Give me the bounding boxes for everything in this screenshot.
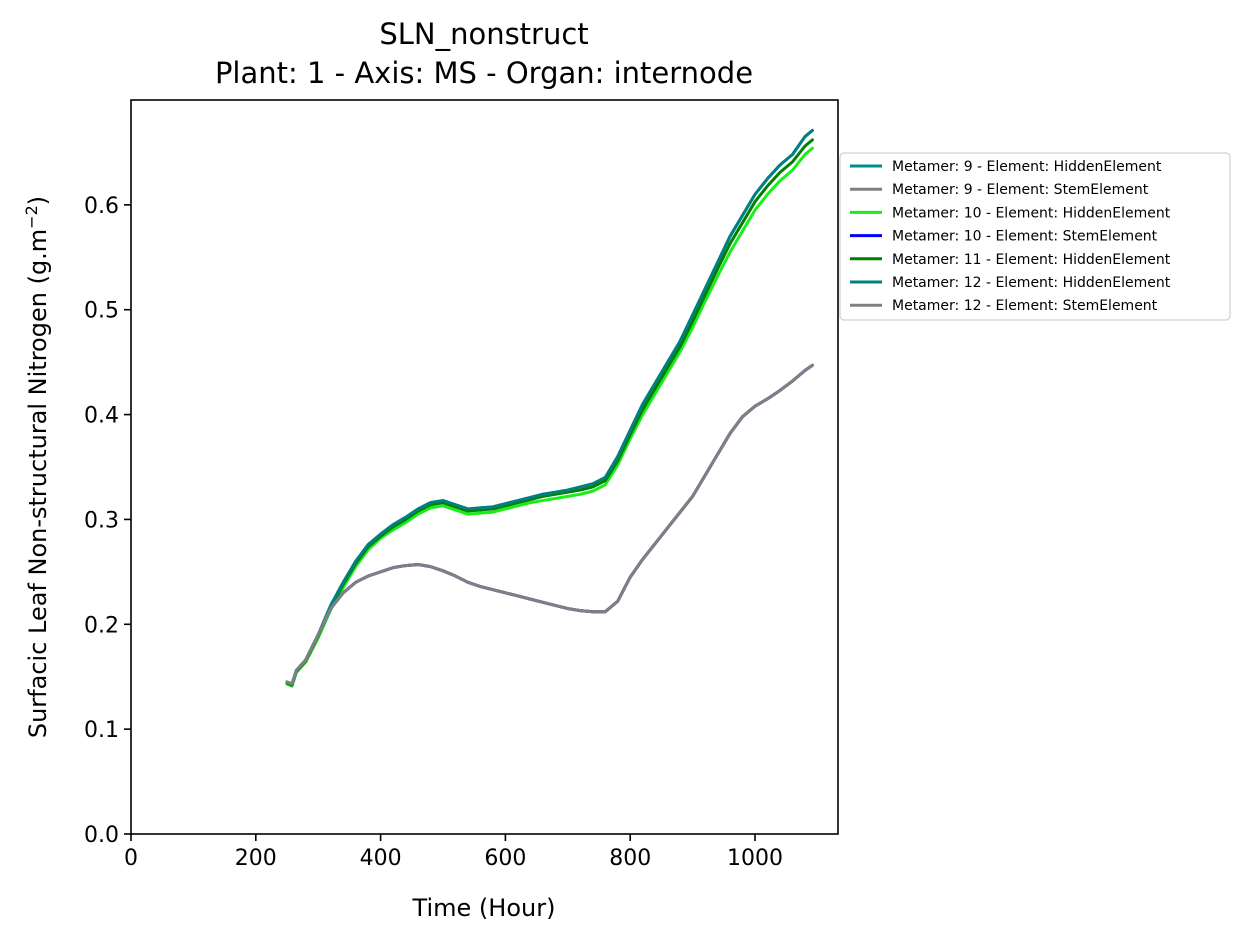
y-axis-label-close: ) — [24, 196, 52, 205]
series-line-1 — [285, 128, 814, 686]
plot-frame — [130, 99, 839, 835]
legend-label-3: Metamer: 10 - Element: HiddenElement — [892, 205, 1171, 221]
legend-label-2: Metamer: 9 - Element: StemElement — [892, 182, 1149, 198]
y-axis-label-superscript: −2 — [22, 205, 41, 229]
series-layer — [285, 128, 814, 688]
y-tick-label: 0.4 — [84, 404, 119, 429]
x-tick-label: 1000 — [727, 846, 783, 871]
x-tick-label: 0 — [124, 846, 138, 871]
y-tick-label: 0.2 — [84, 613, 119, 638]
series-line-3 — [285, 146, 814, 688]
series-line-2 — [285, 363, 814, 686]
y-tick-label: 0.6 — [84, 194, 119, 219]
legend: Metamer: 9 - Element: HiddenElement Metam… — [839, 152, 1231, 321]
legend-label-6: Metamer: 12 - Element: HiddenElement — [892, 275, 1171, 291]
chart-title: SLN_nonstruct — [379, 17, 588, 51]
series-line-7 — [285, 363, 814, 686]
y-tick-label: 0.5 — [84, 299, 119, 324]
legend-box — [839, 152, 1231, 321]
legend-items: Metamer: 9 - Element: HiddenElement Metam… — [850, 159, 1171, 314]
y-axis-label: Surfacic Leaf Non-structural Nitrogen (g… — [22, 196, 52, 738]
y-tick-label: 0.1 — [84, 718, 119, 743]
x-tick-label: 600 — [484, 846, 526, 871]
legend-label-4: Metamer: 10 - Element: StemElement — [892, 229, 1158, 245]
series-line-6 — [285, 128, 814, 686]
x-axis: 0 200 400 600 800 1000 — [124, 834, 783, 871]
legend-label-7: Metamer: 12 - Element: StemElement — [892, 298, 1158, 314]
chart-subtitle: Plant: 1 - Axis: MS - Organ: internode — [215, 56, 753, 90]
series-line-4 — [285, 363, 814, 686]
legend-label-5: Metamer: 11 - Element: HiddenElement — [892, 252, 1171, 268]
x-tick-label: 200 — [235, 846, 277, 871]
y-axis: 0.0 0.1 0.2 0.3 0.4 0.5 0.6 — [84, 194, 131, 848]
legend-label-1: Metamer: 9 - Element: HiddenElement — [892, 159, 1162, 175]
x-tick-label: 400 — [360, 846, 402, 871]
y-axis-label-main: Surfacic Leaf Non-structural Nitrogen (g… — [24, 229, 52, 738]
x-tick-label: 800 — [609, 846, 651, 871]
x-axis-label: Time (Hour) — [412, 894, 556, 922]
y-tick-label: 0.0 — [84, 823, 119, 848]
y-tick-label: 0.3 — [84, 508, 119, 533]
